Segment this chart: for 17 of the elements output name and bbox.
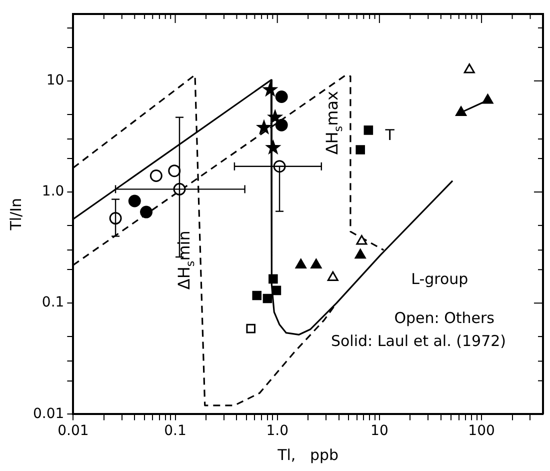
y-tick-label: 0.1 [42,294,64,311]
y-axis-title: Tl/In [6,198,25,232]
x-tick-label: 10 [370,423,388,440]
y-tick-label: 0.01 [33,406,64,422]
annotation: ΔHsmin [174,230,197,290]
x-tick-label: 0.1 [164,423,186,440]
x-tick-label: 1.0 [266,423,288,440]
annotation: Solid: Laul et al. (1972) [330,332,506,350]
x-axis-title: Tl, ppb [276,446,339,464]
x-tick-label: 0.01 [58,423,89,440]
y-tick-label: 10 [46,72,64,89]
annotation: L-group [411,270,468,288]
annotation: T [384,126,396,144]
y-tick-label: 1.0 [42,184,64,200]
x-tick-label: 100 [468,423,495,440]
annotation: ΔHsmax [322,91,345,155]
annotation: Open: Others [394,309,495,328]
